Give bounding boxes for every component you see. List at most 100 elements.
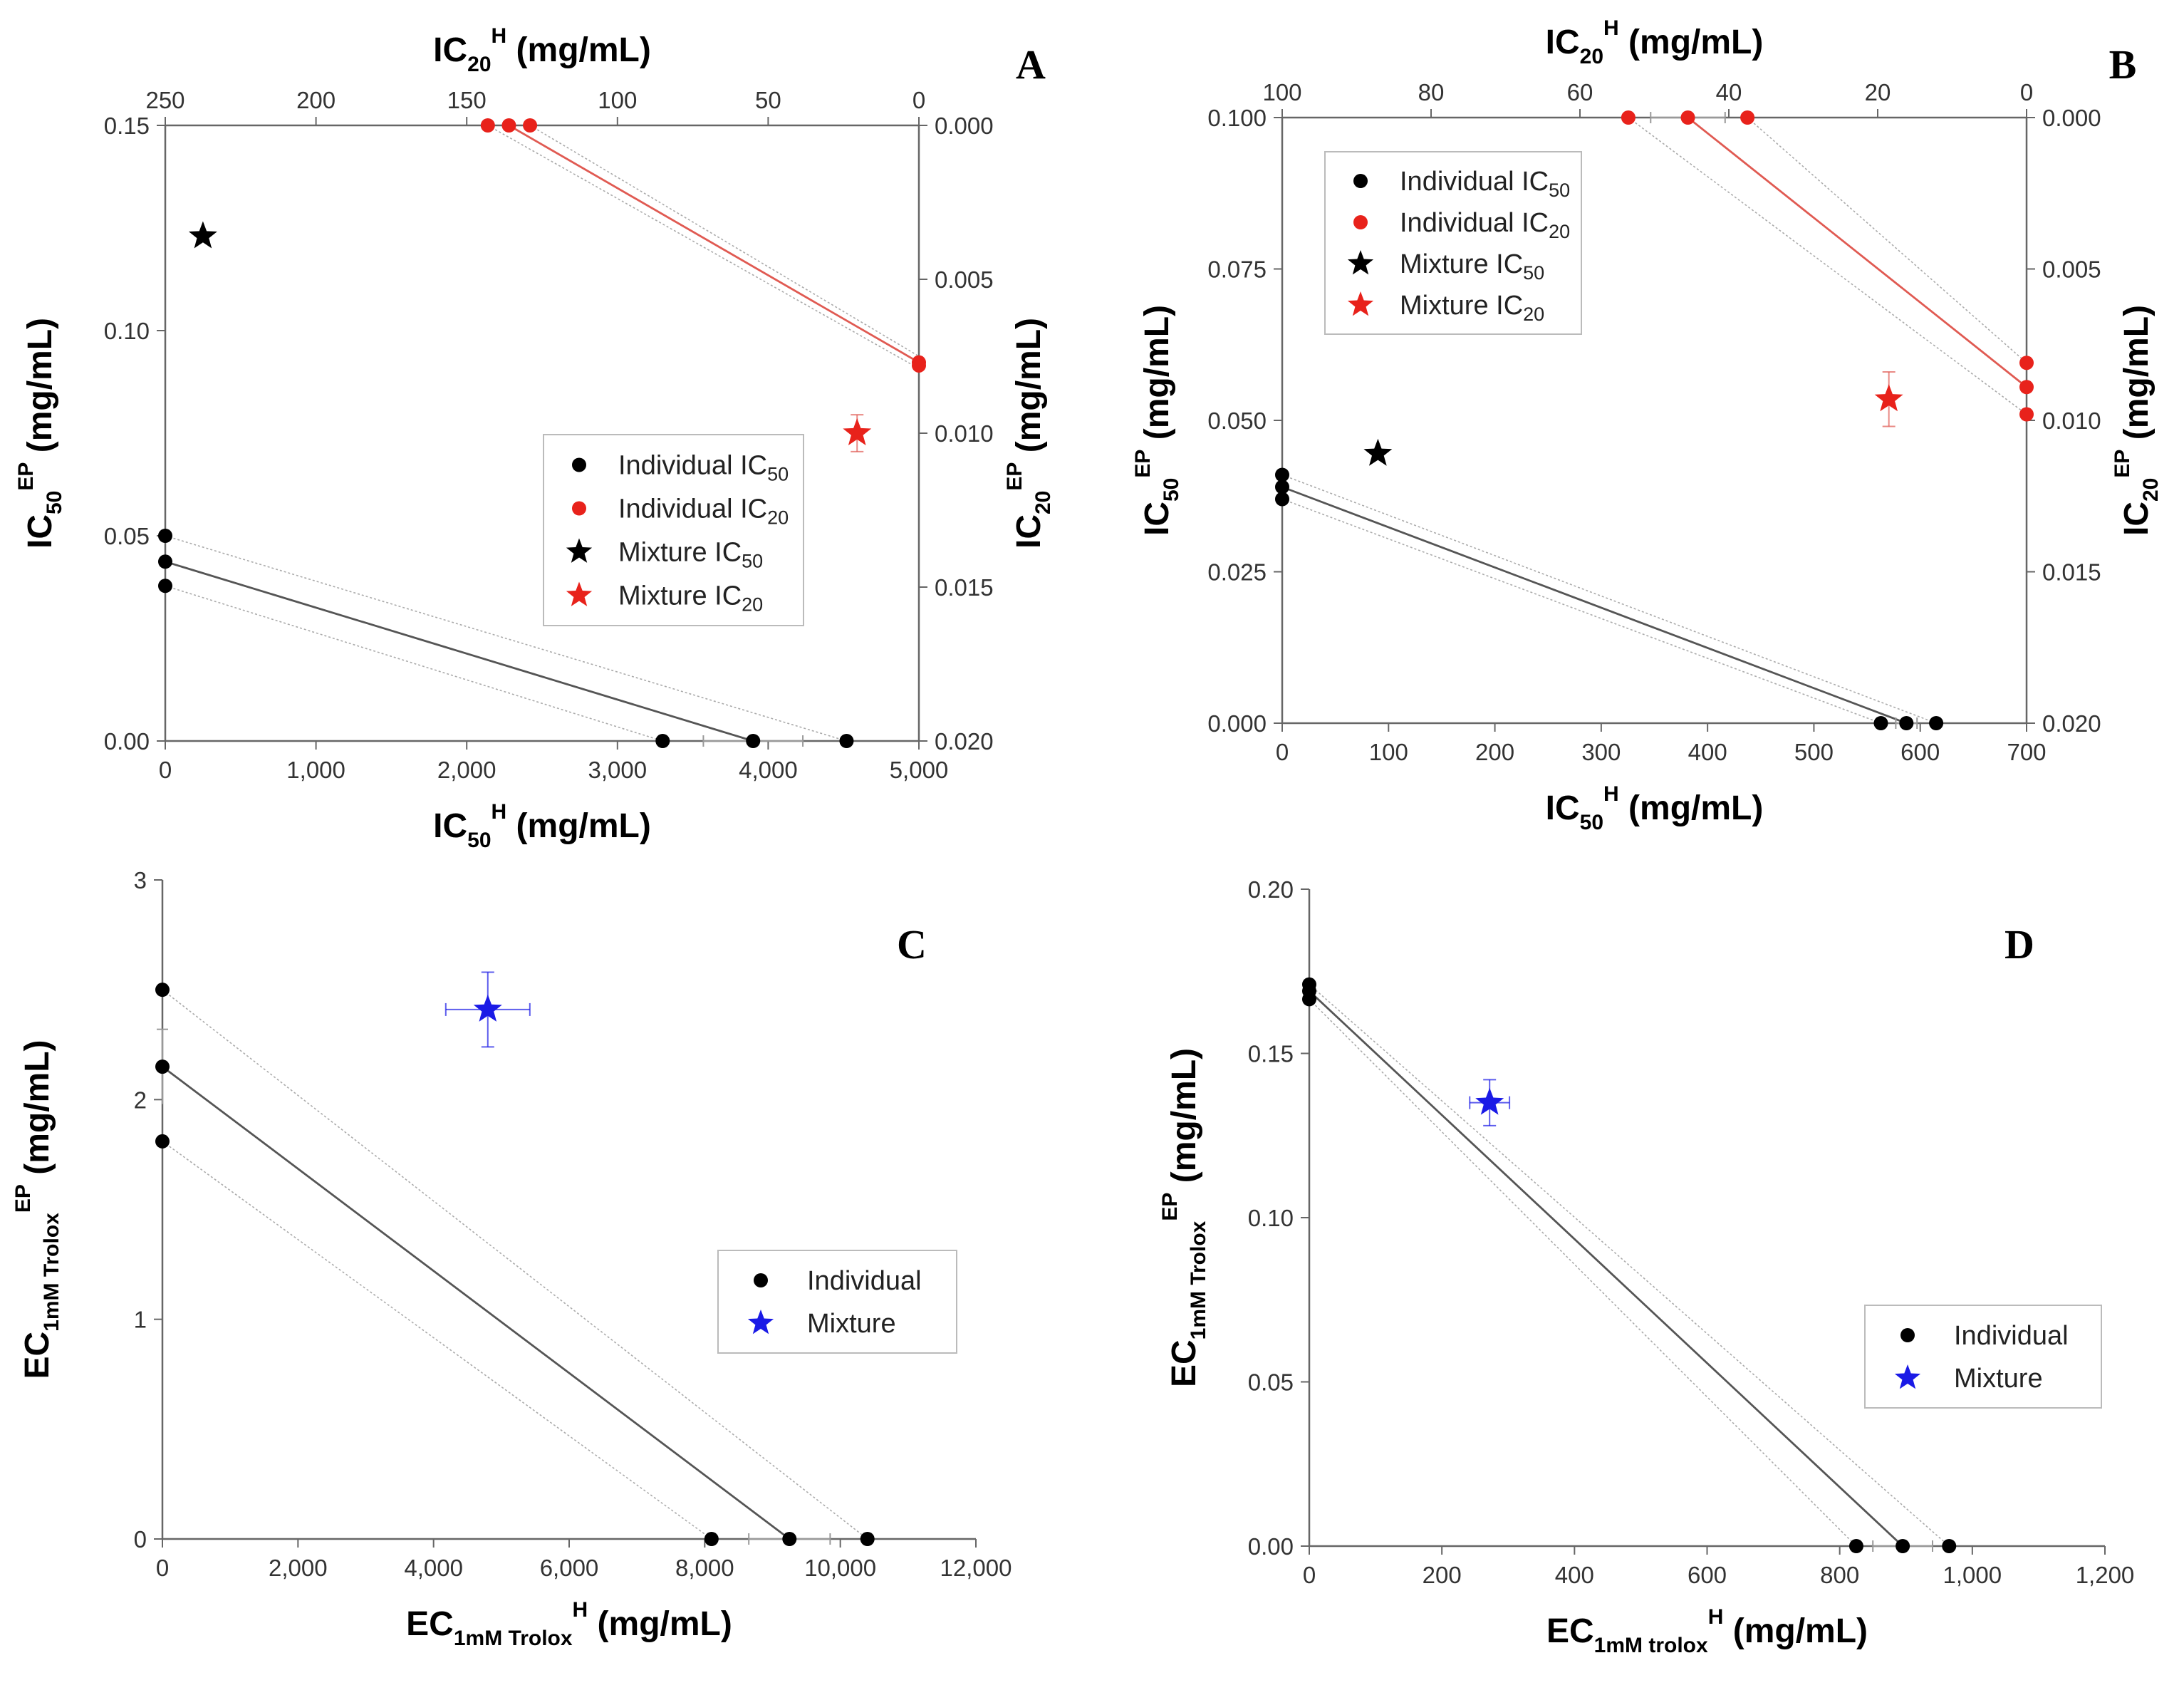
data-point <box>1680 110 1695 125</box>
x-tick-label: 700 <box>2007 739 2046 765</box>
y-tick-label: 3 <box>134 867 147 893</box>
legend-label: Individual IC20 <box>1400 208 1570 242</box>
legend-label: Mixture <box>807 1309 896 1339</box>
series-mixture <box>444 971 531 1048</box>
x-tick-label: 4,000 <box>404 1555 463 1581</box>
x-tick-label: 2,000 <box>437 757 496 783</box>
mixture-star <box>1475 1087 1504 1115</box>
data-point <box>1302 992 1316 1007</box>
legend: Individual IC50 Individual IC20 Mixture IC… <box>1324 151 1582 335</box>
series-mixture-ic20 <box>843 414 872 452</box>
y-tick-label: 1 <box>134 1307 147 1333</box>
x-tick-label: 12,000 <box>940 1555 1012 1581</box>
ci-lower-line <box>165 585 663 742</box>
x-axis-title: EC1mM troloxH (mg/mL) <box>1546 1605 1868 1657</box>
data-point <box>2019 356 2034 370</box>
x-tick-label: 0 <box>156 1555 169 1581</box>
y-tick-label: 0.05 <box>104 523 150 549</box>
y-right-tick-label: 0.010 <box>2042 408 2101 434</box>
legend-marker-circle <box>572 501 586 516</box>
y-tick-label: 0.050 <box>1207 408 1267 434</box>
data-point <box>155 983 170 997</box>
x-top-axis-title-text: IC20H (mg/mL) <box>1546 16 1764 68</box>
panel-c: 0 2,000 4,000 6,000 8,000 10,000 12,000 0 1 2 3 EC1… <box>11 867 1012 1650</box>
y-tick-label: 0.15 <box>1248 1041 1294 1067</box>
legend-marker-star <box>566 538 593 563</box>
isobole-line <box>1687 116 2027 388</box>
data-point <box>860 1532 875 1546</box>
data-point <box>1275 480 1289 494</box>
y-right-tick-label: 0.005 <box>2042 256 2101 283</box>
series-individual <box>1302 977 1957 1553</box>
y-right-tick-label: 0.015 <box>935 574 994 601</box>
y-right-tick-label: 0.020 <box>2042 710 2101 737</box>
legend-box <box>717 1250 957 1354</box>
y-right-tick-label: 0.015 <box>2042 559 2101 586</box>
y-axis-title-text: EC1mM TroloxEP (mg/mL) <box>1158 1048 1210 1387</box>
x-tick-label: 100 <box>1369 739 1408 765</box>
series-individual-ic50 <box>1275 467 1944 730</box>
x-tick-label: 2,000 <box>269 1555 328 1581</box>
y-tick-label: 0.15 <box>104 113 150 139</box>
data-point <box>1899 716 1914 730</box>
ci-lower-line <box>162 1141 712 1540</box>
series-mixture-ic50 <box>188 221 217 249</box>
x-top-tick-label: 20 <box>1865 79 1891 105</box>
y-axis-title: EC1mM TroloxEP (mg/mL) <box>11 1040 63 1379</box>
data-point <box>746 734 761 748</box>
ci-lower-line <box>1628 117 2027 415</box>
panel-letter: B <box>2109 41 2137 88</box>
x-tick-label: 1,200 <box>2076 1562 2135 1588</box>
y-tick-label: 0.00 <box>1248 1533 1294 1560</box>
ci-upper-line <box>1309 984 1950 1547</box>
x-top-tick-label: 150 <box>447 87 487 113</box>
legend-label: Individual <box>1954 1321 2069 1351</box>
panel-letter: A <box>1016 41 1046 88</box>
isobole-line <box>162 1065 791 1540</box>
panel-b: 0 100 200 300 400 500 600 7000.0000.0250.0500.0… <box>1131 16 2163 834</box>
x-top-tick-label: 100 <box>598 87 637 113</box>
data-point <box>155 1134 170 1149</box>
data-point <box>655 734 670 748</box>
x-tick-label: 0 <box>1303 1562 1316 1588</box>
x-tick-label: 500 <box>1794 739 1834 765</box>
x-tick-label: 10,000 <box>804 1555 876 1581</box>
ci-upper-line <box>1281 474 1937 724</box>
legend-label: Individual IC50 <box>618 451 789 485</box>
ci-upper-line <box>162 989 868 1540</box>
y-axis-title-text: IC50EP (mg/mL) <box>14 318 66 549</box>
panel-a: 0 1,000 2,000 3,000 4,000 5,000 0.00 0.05 0.10 0.… <box>14 24 1055 852</box>
y-right-tick-label: 0.000 <box>935 113 994 139</box>
series-individual-ic20 <box>1621 110 2034 422</box>
legend-label: Mixture IC50 <box>1400 249 1544 284</box>
series-mixture-ic50 <box>1363 438 1393 466</box>
mixture-star <box>188 221 217 249</box>
y-tick-label: 0 <box>134 1526 147 1553</box>
x-axis-title-text: IC50H (mg/mL) <box>1546 782 1764 834</box>
data-point <box>158 554 172 569</box>
isobole-line <box>1309 990 1904 1548</box>
data-point <box>1896 1539 1910 1553</box>
data-point <box>704 1532 719 1546</box>
legend-label: Mixture IC20 <box>1400 291 1544 325</box>
ci-upper-line <box>529 125 920 357</box>
x-top-tick-label: 50 <box>755 87 781 113</box>
x-axis-title: IC50H (mg/mL) <box>1546 782 1764 834</box>
y-tick-label: 0.20 <box>1248 876 1294 903</box>
y-right-tick-label: 0.020 <box>935 728 994 755</box>
y-axis-title: IC50EP (mg/mL) <box>14 318 66 549</box>
data-point <box>2019 380 2034 395</box>
y-axis-title: EC1mM TroloxEP (mg/mL) <box>1158 1048 1210 1387</box>
legend-marker-star <box>1894 1364 1921 1389</box>
legend-marker-circle <box>754 1273 768 1287</box>
data-point <box>2019 407 2034 422</box>
x-tick-label: 200 <box>1423 1562 1462 1588</box>
x-top-tick-label: 60 <box>1567 79 1593 105</box>
legend-label: Individual IC20 <box>618 494 789 529</box>
y-axis-title: IC50EP (mg/mL) <box>1131 305 1183 536</box>
y-right-axis-title-text: IC20EP (mg/mL) <box>2111 305 2163 536</box>
legend: Individual Mixture <box>717 1250 957 1354</box>
y-right-axis-title: IC20EP (mg/mL) <box>1003 318 1055 549</box>
x-top-axis-title: IC20H (mg/mL) <box>433 24 651 76</box>
